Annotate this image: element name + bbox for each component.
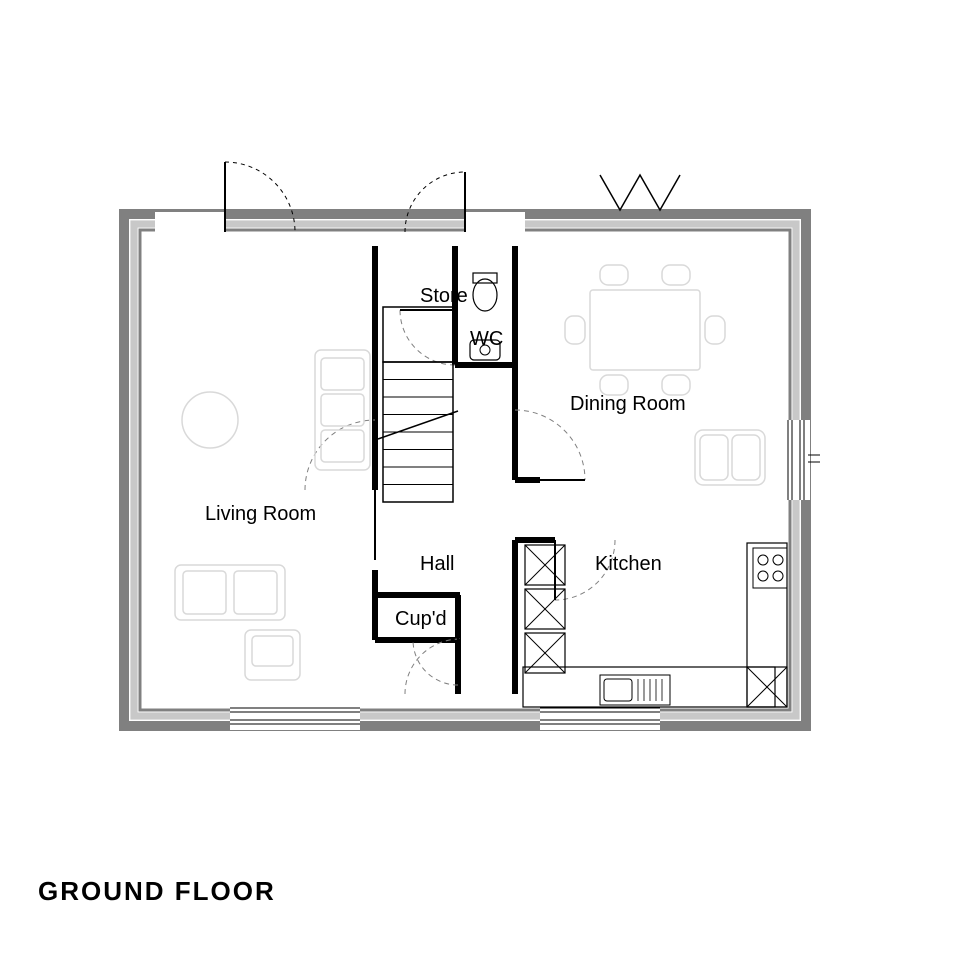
room-label: Kitchen	[595, 553, 662, 575]
roof-marker	[600, 175, 680, 210]
page-title: GROUND FLOOR	[38, 876, 276, 906]
floor-plan: Living Room StoreWC Dining Room Hall Cup'd Ki…	[0, 0, 960, 960]
room-label: Living Room	[205, 503, 316, 525]
room-label: Hall	[420, 553, 454, 575]
room-label: Store	[420, 285, 468, 307]
room-label: Cup'd	[395, 608, 447, 630]
room-label: Dining Room	[570, 393, 686, 415]
room-label: WC	[470, 328, 503, 350]
